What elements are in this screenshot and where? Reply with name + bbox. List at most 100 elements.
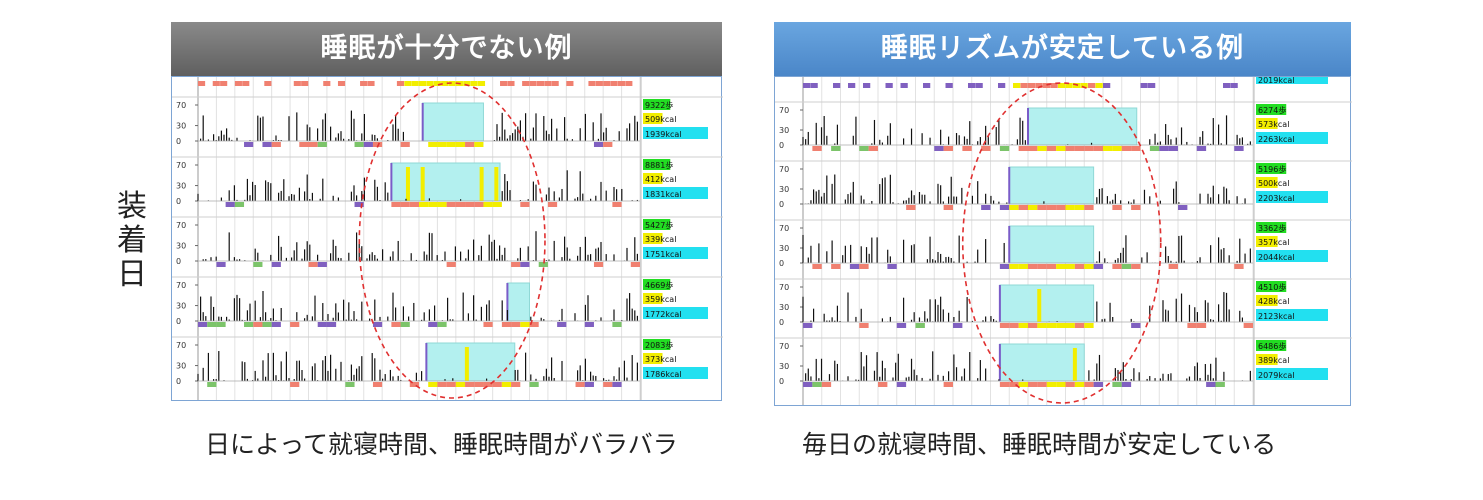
activity-strip-segment	[981, 146, 991, 151]
activity-strip-segment	[363, 142, 373, 147]
wake-marker	[494, 167, 499, 201]
activity-strip-segment	[1230, 83, 1238, 88]
activity-strip-segment	[1088, 83, 1096, 88]
activity-strip-segment	[803, 323, 813, 328]
active-kcal-label: 357kcal	[1258, 238, 1289, 247]
activity-strip-segment	[1009, 382, 1019, 387]
activity-strip-segment	[207, 322, 217, 327]
activity-strip-segment	[803, 382, 813, 387]
activity-strip-segment	[831, 264, 841, 269]
y-tick-label: 70	[779, 283, 789, 292]
activity-strip-segment	[419, 202, 429, 207]
activity-strip-segment	[1121, 382, 1132, 387]
total-kcal-bg	[643, 247, 708, 259]
activity-strip-segment	[360, 81, 368, 86]
steps-label: 5427歩	[645, 220, 673, 230]
activity-strip-segment	[1223, 83, 1231, 88]
activity-chart-box: 2019kcal 70 30 0 6274歩 573kcal 2263kcal 70 30 0 51…	[774, 76, 1352, 406]
vertical-axis-label: 装 着 日	[112, 190, 152, 292]
wake-marker	[1037, 289, 1042, 322]
steps-label: 6274歩	[1258, 105, 1286, 115]
activity-strip-segment	[511, 262, 521, 267]
activity-strip-segment	[301, 81, 309, 86]
wake-marker	[405, 167, 410, 201]
activity-strip-segment	[455, 382, 466, 387]
active-kcal-label: 412kcal	[645, 175, 676, 184]
steps-label: 2083歩	[645, 340, 673, 350]
activity-strip-segment	[404, 81, 412, 86]
activity-strip-segment	[934, 146, 944, 151]
activity-strip-segment	[428, 382, 438, 387]
total-kcal-bg	[1256, 191, 1328, 203]
activity-strip-segment	[625, 81, 633, 86]
activity-chart: 70 30 0 9322歩 509kcal 1939kcal 70 30 0 8881歩 412kc…	[172, 77, 723, 400]
activity-strip-segment	[1093, 264, 1103, 269]
y-tick-label: 0	[176, 377, 181, 386]
active-kcal-label: 500kcal	[1258, 179, 1289, 188]
highlight-ellipse	[961, 82, 1162, 404]
activity-strip-segment	[999, 264, 1010, 269]
activity-strip-segment	[511, 382, 521, 387]
activity-strip-segment	[372, 382, 383, 387]
activity-strip-segment	[1013, 83, 1021, 88]
activity-strip-segment	[465, 142, 475, 147]
activity-strip-segment	[411, 81, 419, 86]
activity-strip-segment	[446, 262, 456, 267]
activity-strip-segment	[1148, 83, 1156, 88]
y-tick-label: 0	[176, 197, 181, 206]
activity-strip-segment	[1018, 146, 1028, 151]
total-kcal-bg	[1256, 132, 1328, 144]
steps-bg	[643, 159, 671, 170]
activity-strip-segment	[455, 202, 466, 207]
activity-strip-segment	[547, 202, 558, 207]
activity-strip-segment	[520, 202, 530, 207]
activity-strip-segment	[1028, 83, 1036, 88]
activity-strip-segment	[593, 262, 604, 267]
y-tick-label: 70	[779, 165, 789, 174]
activity-strip-segment	[538, 262, 548, 267]
activity-strip-segment	[1065, 205, 1075, 210]
sleep-period-band	[506, 282, 530, 322]
activity-strip-segment	[244, 322, 254, 327]
activity-strip-segment	[271, 142, 281, 147]
sleep-onset-marker	[390, 163, 393, 201]
activity-strip-segment	[833, 83, 841, 88]
activity-strip-segment	[198, 322, 208, 327]
activity-strip-segment	[1056, 264, 1066, 269]
y-tick-label: 30	[779, 362, 789, 371]
steps-bg	[643, 279, 671, 290]
activity-strip-segment	[500, 81, 508, 86]
vertical-label-char: 着	[117, 223, 147, 258]
wake-marker	[479, 167, 484, 201]
activity-strip-segment	[220, 81, 228, 86]
activity-strip-segment	[428, 142, 438, 147]
activity-strip-segment	[584, 382, 594, 387]
activity-strip-segment	[409, 202, 419, 207]
activity-strip-segment	[536, 81, 544, 86]
chart-caption: 毎日の就寝時間、睡眠時間が安定している	[802, 430, 1277, 459]
vertical-label-char: 装	[117, 189, 147, 224]
total-kcal-label: 1939kcal	[645, 130, 682, 139]
activity-strip-segment	[821, 382, 832, 387]
steps-bg	[1256, 281, 1287, 292]
activity-strip-segment	[849, 264, 860, 269]
activity-strip-segment	[584, 322, 594, 327]
activity-strip-segment	[400, 202, 410, 207]
activity-strip-segment	[1009, 205, 1019, 210]
total-kcal-label: 2123kcal	[1258, 312, 1295, 321]
activity-strip-segment	[446, 382, 456, 387]
activity-strip-segment	[483, 202, 493, 207]
activity-strip-segment	[603, 382, 613, 387]
activity-strip-segment	[400, 142, 410, 147]
activity-strip-segment	[308, 142, 318, 147]
y-tick-label: 30	[779, 244, 789, 253]
active-kcal-bg	[1256, 118, 1278, 129]
activity-strip-segment	[448, 81, 456, 86]
activity-strip-segment	[812, 146, 822, 151]
activity-strip-segment	[906, 205, 916, 210]
activity-strip-segment	[437, 202, 447, 207]
activity-strip-segment	[1112, 146, 1122, 151]
activity-strip-segment	[1037, 146, 1047, 151]
activity-strip-segment	[317, 142, 327, 147]
y-tick-label: 70	[176, 341, 186, 350]
